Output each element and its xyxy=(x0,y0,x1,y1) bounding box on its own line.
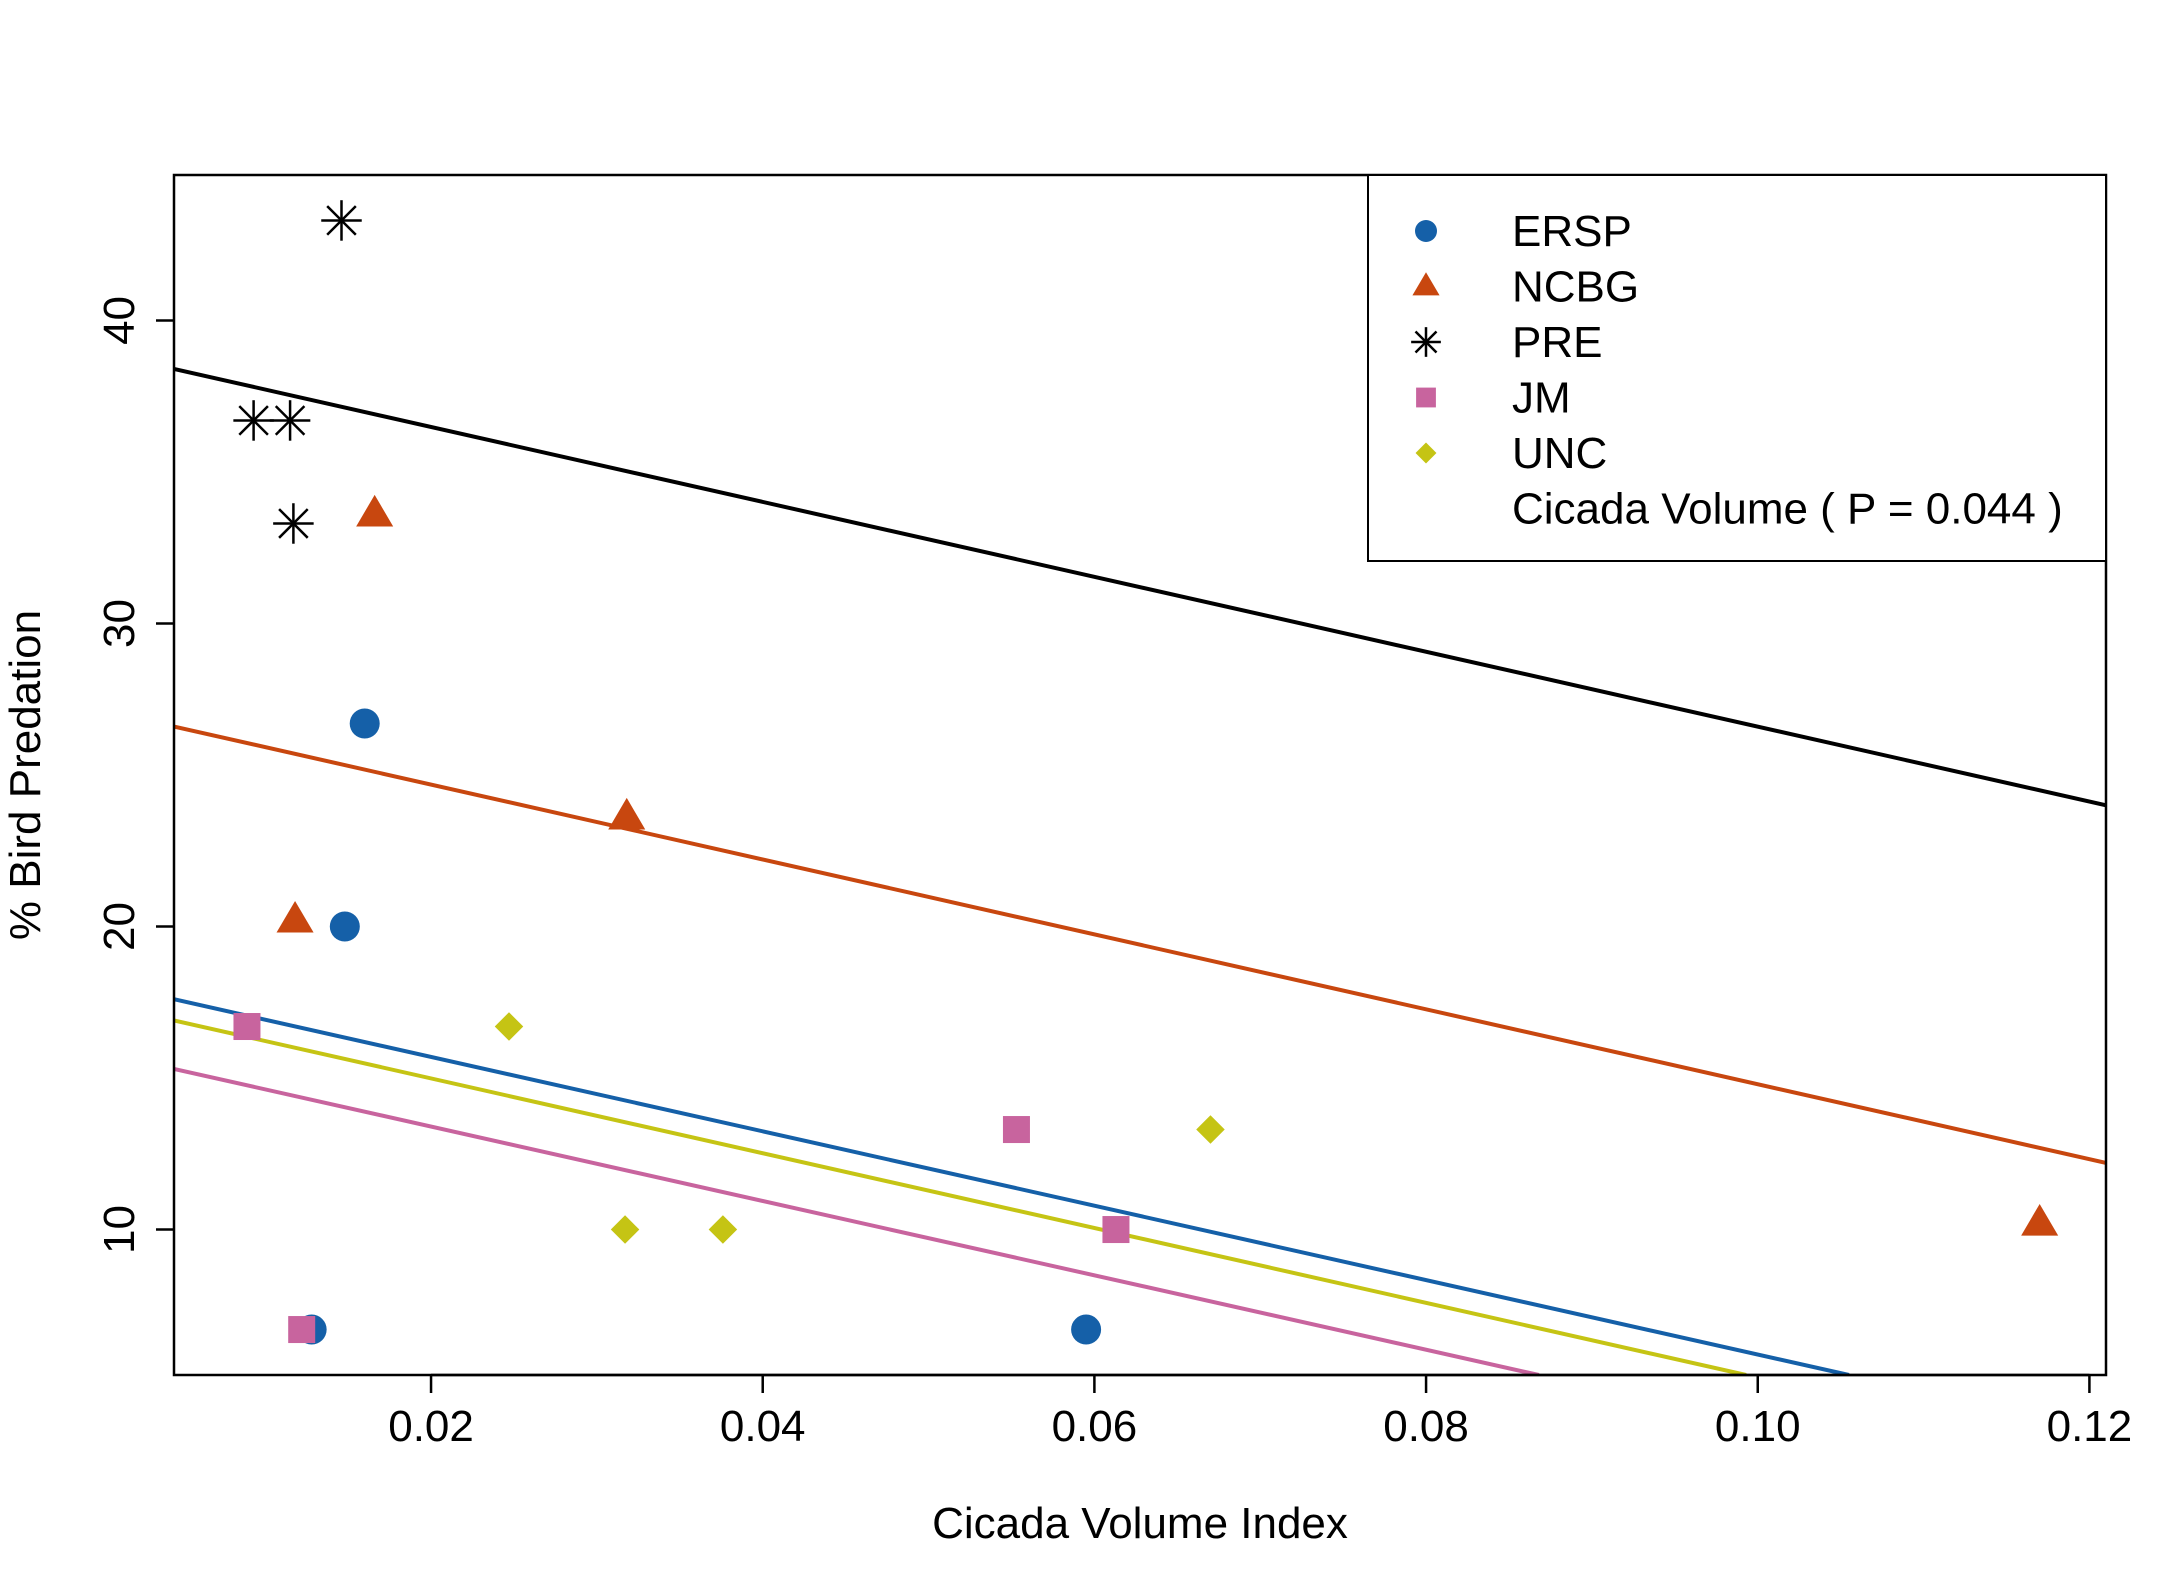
legend-label-cicada-volume: Cicada Volume ( P = 0.044 ) xyxy=(1512,485,2063,534)
point-ncbg xyxy=(2021,1203,2059,1236)
fit-line-jm xyxy=(174,1066,1540,1375)
point-pre xyxy=(269,400,311,441)
point-ersp xyxy=(1071,1314,1102,1345)
fit-line-ersp xyxy=(174,997,1850,1375)
x-axis: 0.02 0.04 0.06 0.08 0.10 0.12 xyxy=(388,1373,2133,1451)
point-pre-stroke xyxy=(274,405,306,436)
x-tick-label: 0.10 xyxy=(1715,1402,1801,1451)
y-tick-label: 20 xyxy=(95,902,144,951)
x-tick-label: 0.08 xyxy=(1383,1402,1469,1451)
y-axis-title: % Bird Predation xyxy=(1,610,50,940)
data-points xyxy=(233,200,2059,1345)
legend: ERSP NCBG PRE JM UNC Cicada Volume ( P = 0.04… xyxy=(1367,174,2107,562)
legend-box xyxy=(1367,174,2107,562)
point-jm xyxy=(288,1316,316,1344)
x-tick-label: 0.02 xyxy=(388,1402,474,1451)
x-tick-label: 0.06 xyxy=(1052,1402,1138,1451)
legend-marker-unc xyxy=(1415,442,1437,464)
legend-label-pre: PRE xyxy=(1512,318,1602,367)
point-ncbg xyxy=(276,900,314,933)
legend-label-unc: UNC xyxy=(1512,429,1607,478)
point-unc xyxy=(610,1215,640,1244)
point-pre-stroke xyxy=(278,508,309,539)
y-tick-label: 30 xyxy=(95,599,144,648)
point-unc xyxy=(494,1012,524,1041)
point-ersp xyxy=(329,911,360,942)
point-pre-stroke xyxy=(238,405,269,436)
point-jm xyxy=(1102,1216,1130,1244)
legend-marker-jm xyxy=(1416,387,1436,408)
point-jm xyxy=(1002,1116,1030,1144)
x-tick-label: 0.12 xyxy=(2047,1402,2133,1451)
legend-label-ersp: ERSP xyxy=(1512,207,1632,256)
legend-marker-ersp xyxy=(1415,220,1437,242)
y-tick-label: 40 xyxy=(95,296,144,345)
fit-line-ncbg xyxy=(174,724,2106,1165)
x-tick-label: 0.04 xyxy=(720,1402,806,1451)
x-axis-title: Cicada Volume Index xyxy=(932,1499,1348,1548)
point-pre-stroke xyxy=(326,205,357,236)
y-tick-label: 10 xyxy=(95,1205,144,1254)
point-pre xyxy=(273,503,314,544)
legend-label-ncbg: NCBG xyxy=(1512,263,1639,312)
legend-label-jm: JM xyxy=(1512,374,1571,423)
point-ncbg xyxy=(356,494,394,527)
point-ncbg xyxy=(608,797,646,830)
point-unc xyxy=(1196,1115,1225,1144)
point-pre xyxy=(321,200,362,241)
point-unc xyxy=(708,1215,738,1244)
fit-line-unc xyxy=(174,1018,1747,1375)
legend-marker-ncbg xyxy=(1412,272,1440,296)
fit-lines xyxy=(174,366,2106,1375)
point-ersp xyxy=(349,708,380,739)
point-pre xyxy=(233,400,274,441)
legend-marker-pre xyxy=(1411,327,1441,357)
y-axis: 10 20 30 40 xyxy=(95,296,174,1254)
fit-line-pre xyxy=(174,366,2106,808)
legend-marker-pre-stroke xyxy=(1414,330,1438,354)
point-jm xyxy=(233,1013,261,1041)
